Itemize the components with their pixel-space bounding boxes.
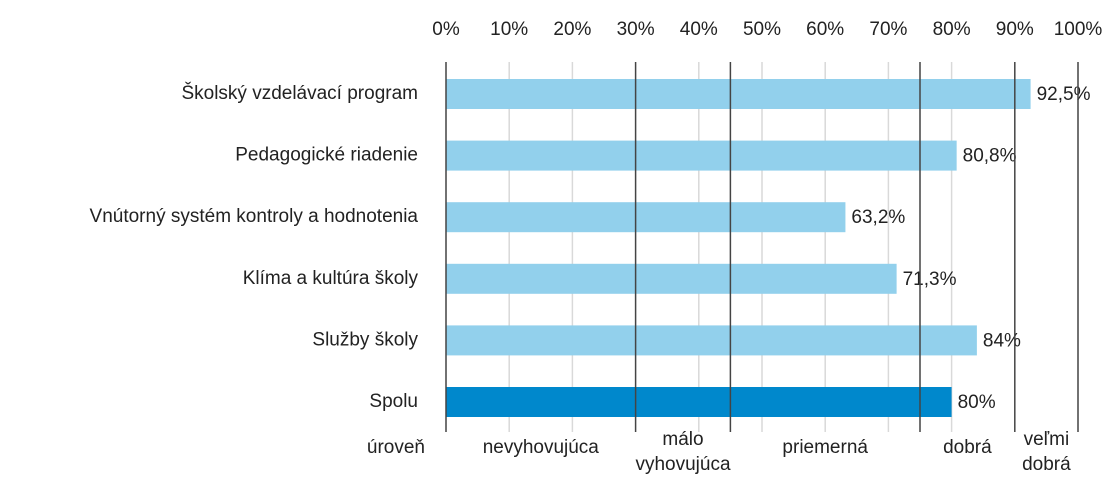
x-tick-label: 40% bbox=[680, 19, 718, 40]
value-label: 84% bbox=[983, 330, 1021, 351]
x-tick-label: 50% bbox=[743, 19, 781, 40]
category-label: Pedagogické riadenie bbox=[235, 145, 418, 166]
bar bbox=[446, 387, 952, 417]
x-tick-label: 90% bbox=[996, 19, 1034, 40]
x-tick-label: 70% bbox=[869, 19, 907, 40]
level-label: dobrá bbox=[943, 437, 992, 458]
x-tick-label: 60% bbox=[806, 19, 844, 40]
x-tick-label: 30% bbox=[617, 19, 655, 40]
category-label: Školský vzdelávací program bbox=[181, 82, 418, 104]
level-label: priemerná bbox=[782, 437, 868, 458]
bar bbox=[446, 79, 1031, 109]
x-tick-label: 80% bbox=[933, 19, 971, 40]
category-label: Služby školy bbox=[312, 329, 418, 350]
x-tick-label: 0% bbox=[432, 19, 460, 40]
value-label: 80% bbox=[958, 392, 996, 413]
level-title: úroveň bbox=[367, 437, 425, 458]
bar bbox=[446, 140, 957, 171]
category-label: Spolu bbox=[369, 391, 418, 412]
x-tick-label: 20% bbox=[553, 19, 591, 40]
value-label: 63,2% bbox=[851, 207, 905, 228]
value-label: 80,8% bbox=[963, 146, 1017, 167]
level-label: veľmi dobrá bbox=[1022, 429, 1071, 475]
bar bbox=[446, 325, 977, 356]
x-tick-label: 100% bbox=[1054, 19, 1103, 40]
level-label: nevyhovujúca bbox=[483, 437, 600, 458]
level-label: málo vyhovujúca bbox=[635, 429, 730, 475]
category-label: Vnútorný systém kontroly a hodnotenia bbox=[90, 206, 419, 227]
category-label: Klíma a kultúra školy bbox=[243, 268, 419, 289]
x-tick-label: 10% bbox=[490, 19, 528, 40]
bar bbox=[446, 202, 846, 233]
bar bbox=[446, 263, 897, 294]
value-label: 71,3% bbox=[903, 269, 957, 290]
value-label: 92,5% bbox=[1037, 84, 1091, 105]
